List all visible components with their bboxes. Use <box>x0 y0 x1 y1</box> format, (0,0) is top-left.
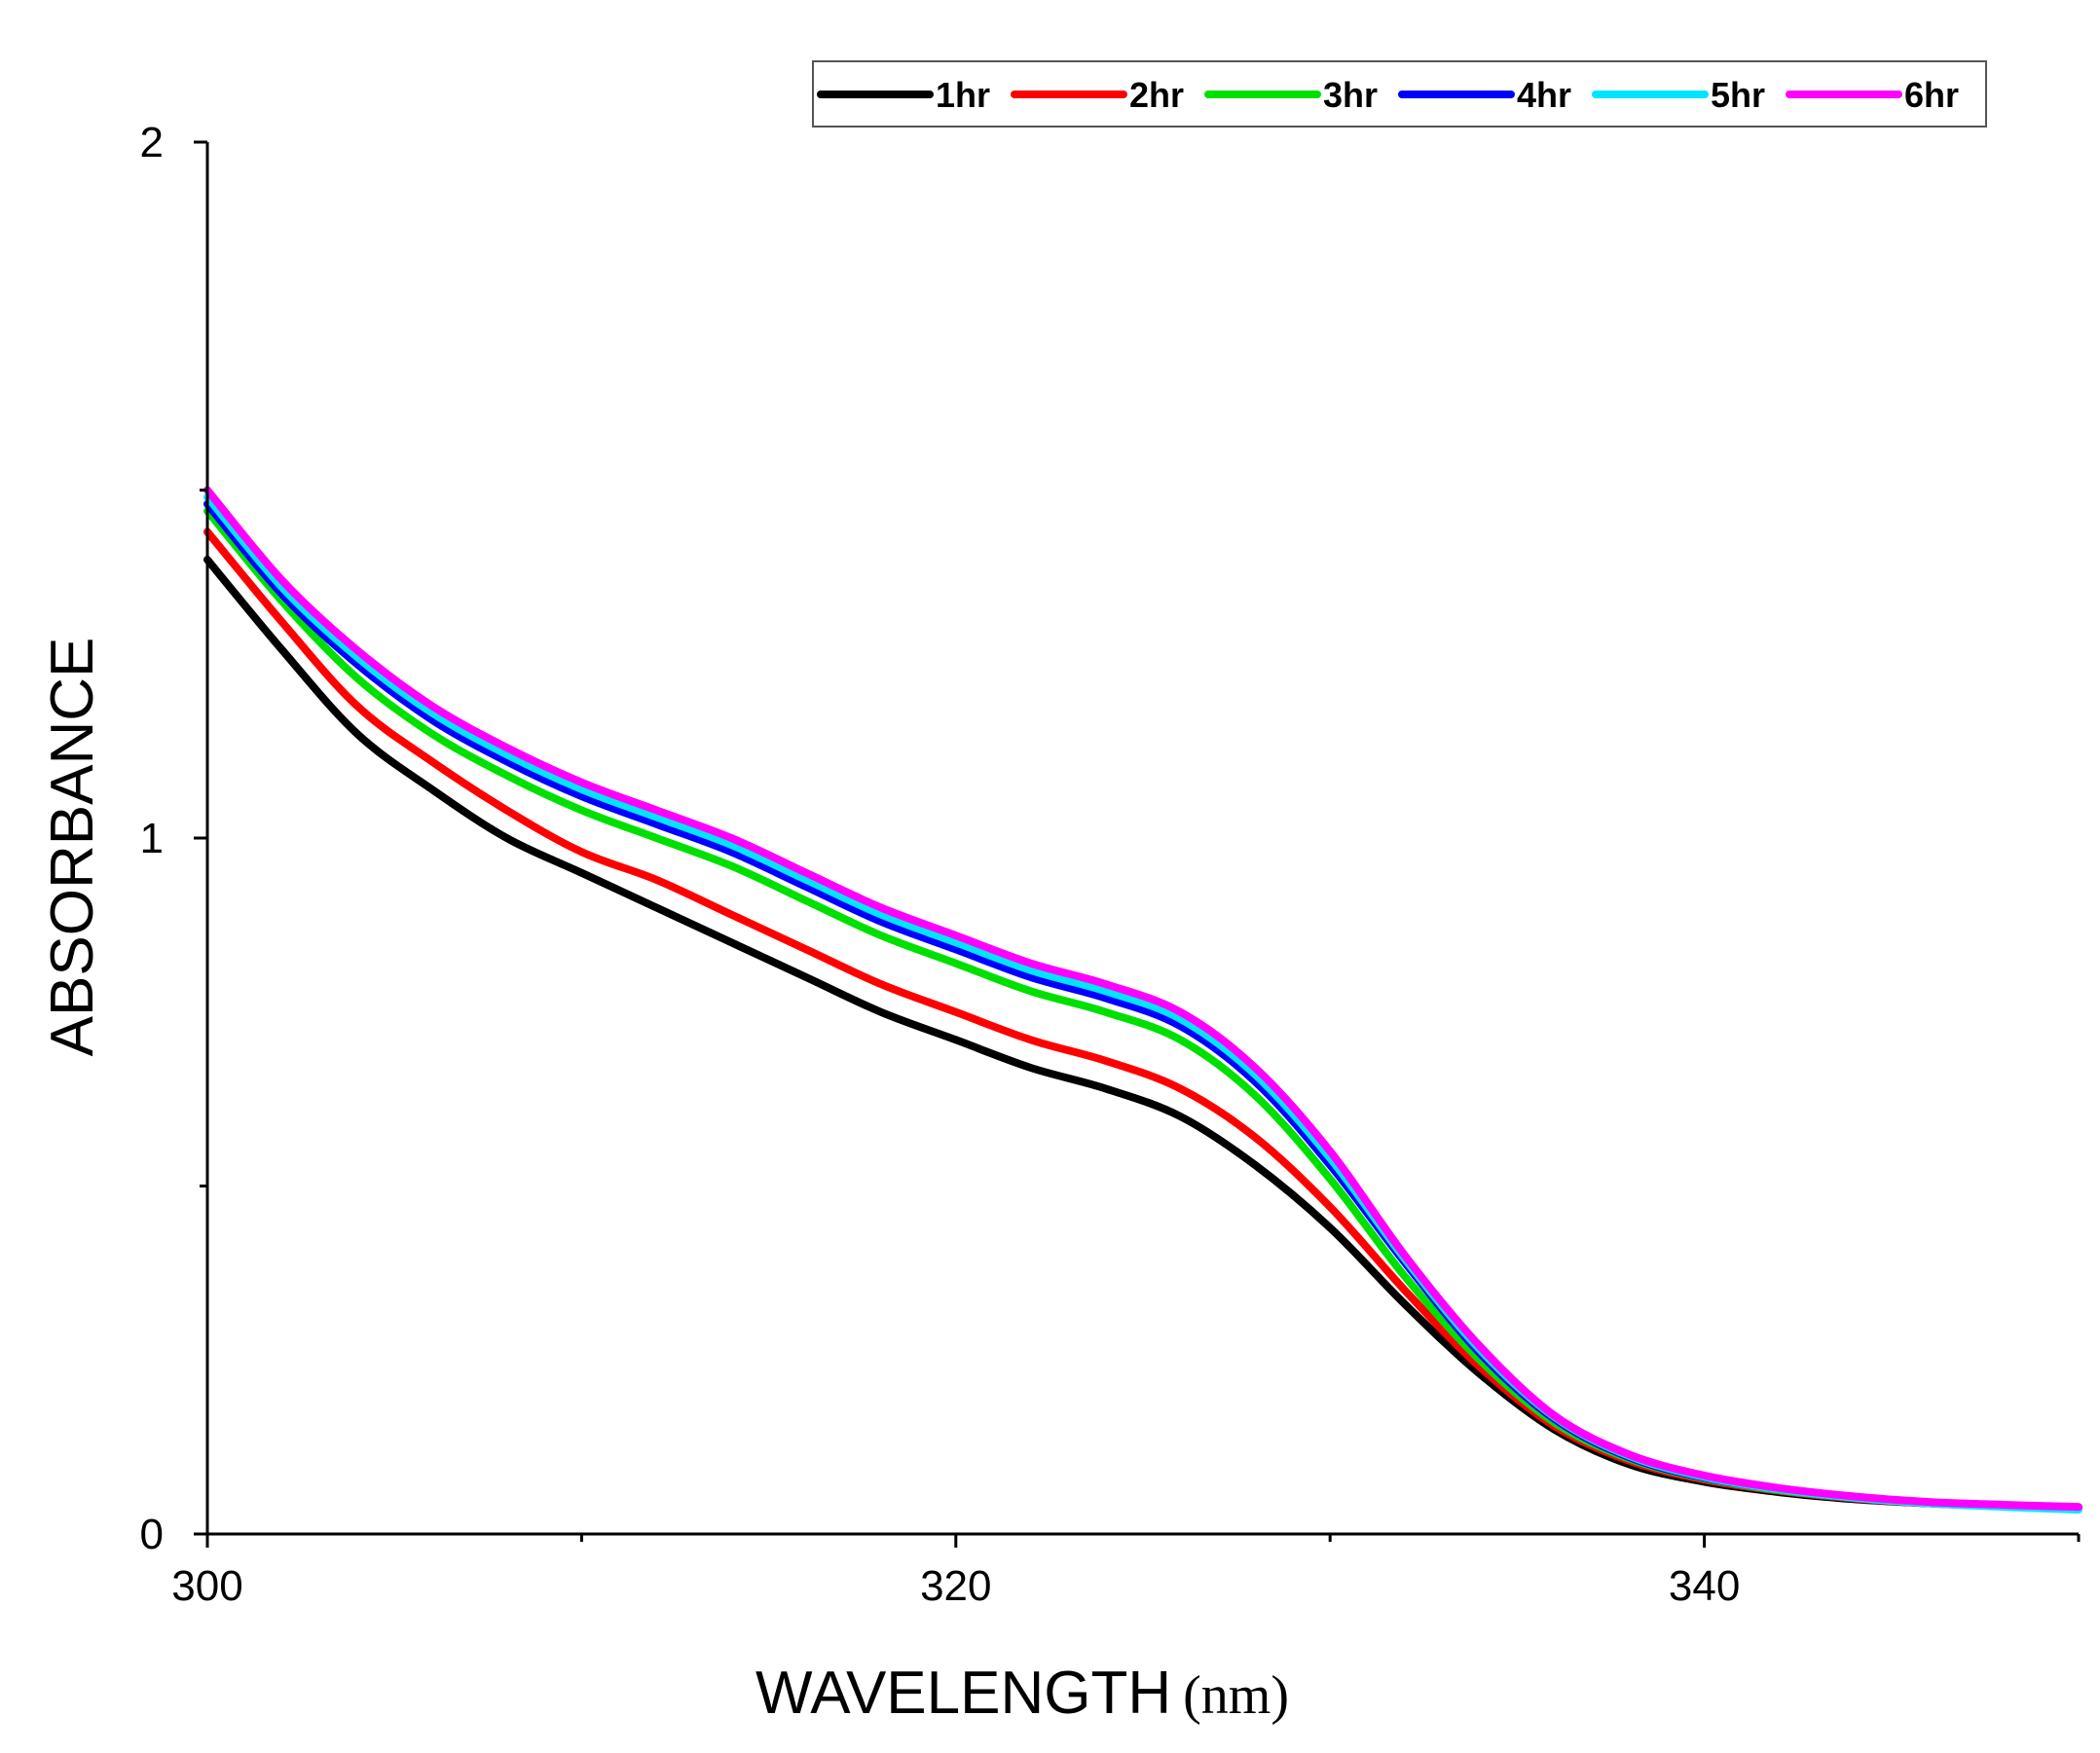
x-tick-label-320: 320 <box>920 1562 991 1610</box>
ticks-layer: 300 320 340 0 1 2 <box>140 119 2081 1610</box>
legend: 1hr 2hr 3hr 4hr 5hr 6hr <box>812 60 1987 128</box>
x-tick-label-340: 340 <box>1669 1562 1740 1610</box>
y-tick-label-2: 2 <box>140 119 164 166</box>
legend-label-1hr: 1hr <box>936 75 990 115</box>
legend-label-6hr: 6hr <box>1904 75 1959 115</box>
y-tick-label-1: 1 <box>140 815 164 862</box>
x-axis-title: WAVELENGTH (nm) <box>755 1660 1289 1727</box>
y-axis-title: ABSORBANCE <box>39 638 106 1057</box>
series-line-1hr <box>203 556 2082 1512</box>
legend-label-5hr: 5hr <box>1711 75 1765 115</box>
series-layer <box>203 486 2082 1514</box>
legend-items: 1hr 2hr 3hr 4hr 5hr 6hr <box>817 75 1959 115</box>
series-line-6hr <box>203 486 2082 1512</box>
legend-label-3hr: 3hr <box>1323 75 1378 115</box>
y-tick-label-0: 0 <box>140 1511 164 1558</box>
x-tick-label-300: 300 <box>171 1562 242 1610</box>
x-axis-title-text: WAVELENGTH <box>755 1660 1171 1727</box>
legend-label-2hr: 2hr <box>1129 75 1184 115</box>
series-line-2hr <box>203 528 2082 1512</box>
legend-label-4hr: 4hr <box>1517 75 1571 115</box>
axes-layer <box>205 142 2079 1536</box>
x-axis-title-unit: (nm) <box>1183 1665 1289 1726</box>
series-line-5hr <box>203 493 2082 1514</box>
